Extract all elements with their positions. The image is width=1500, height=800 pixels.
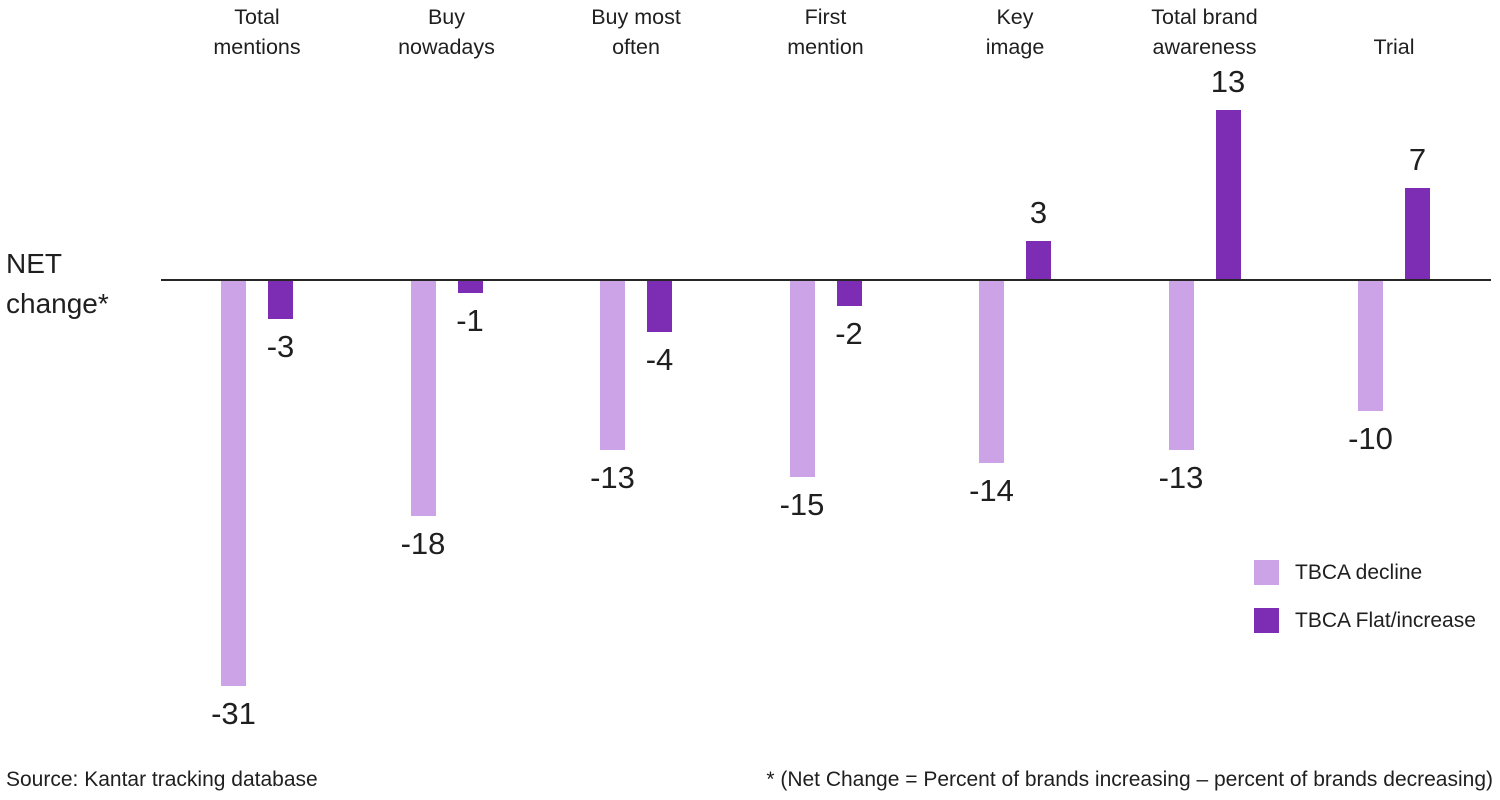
category-label-line: First — [804, 5, 847, 29]
category-label-line: Buy most — [591, 5, 681, 29]
category-label-total-brand-awareness: Total brand awareness — [1120, 0, 1290, 62]
footnote-text: * (Net Change = Percent of brands increa… — [766, 768, 1493, 791]
value-label: 13 — [1210, 63, 1246, 99]
category-label-line: Total — [234, 5, 280, 29]
legend: TBCA decline TBCA Flat/increase — [1254, 560, 1476, 656]
value-label: -31 — [211, 696, 256, 732]
bar-total-brand-awareness-tbca-flat-increase — [1215, 109, 1241, 280]
bar-buy-nowadays-tbca-decline — [410, 280, 436, 516]
bar-trial-tbca-decline — [1358, 280, 1383, 411]
zero-axis-line — [161, 279, 1491, 281]
value-label: -14 — [969, 473, 1014, 509]
value-label: -13 — [1158, 460, 1204, 496]
value-label: -10 — [1348, 421, 1393, 456]
category-label-buy-most-often: Buy most often — [551, 0, 721, 62]
value-label: -13 — [590, 460, 635, 496]
category-label-key-image: Key image — [930, 0, 1100, 62]
legend-label: TBCA decline — [1295, 560, 1423, 584]
category-label-line: Key — [996, 5, 1034, 29]
category-label-line: image — [985, 35, 1045, 59]
value-label: -3 — [266, 329, 295, 365]
legend-swatch-tbca-decline — [1254, 560, 1279, 585]
bar-first-mention-tbca-flat-increase — [836, 280, 862, 307]
value-label: -1 — [456, 303, 484, 339]
value-label: -2 — [835, 316, 863, 352]
legend-item-tbca-flat-increase: TBCA Flat/increase — [1254, 608, 1476, 633]
category-label-line: mention — [787, 35, 864, 59]
legend-item-tbca-decline: TBCA decline — [1254, 560, 1476, 585]
bar-total-mentions-tbca-flat-increase — [268, 280, 293, 320]
value-label: -4 — [645, 342, 674, 378]
source-text: Source: Kantar tracking database — [6, 768, 318, 791]
category-label-line: Buy — [427, 5, 466, 29]
legend-label: TBCA Flat/increase — [1295, 608, 1476, 632]
category-label-line: nowadays — [398, 35, 495, 59]
bar-first-mention-tbca-decline — [789, 280, 815, 477]
category-label-buy-nowadays: Buy nowadays — [362, 0, 532, 62]
bar-buy-nowadays-tbca-flat-increase — [457, 280, 483, 294]
bar-key-image-tbca-flat-increase — [1026, 240, 1051, 280]
value-label: -15 — [779, 486, 825, 522]
bar-total-mentions-tbca-decline — [221, 280, 246, 687]
category-label-line: awareness — [1152, 35, 1257, 59]
bar-buy-most-often-tbca-decline — [600, 280, 625, 451]
bar-trial-tbca-flat-increase — [1405, 188, 1430, 280]
category-label-trial: Trial — [1309, 0, 1479, 62]
category-label-line: Trial — [1373, 35, 1415, 59]
legend-swatch-tbca-flat-increase — [1254, 608, 1279, 633]
category-label-line: often — [612, 35, 660, 59]
category-label-first-mention: First mention — [741, 0, 911, 62]
category-label-total-mentions: Total mentions — [172, 0, 342, 62]
value-label: -18 — [400, 525, 446, 561]
bar-buy-most-often-tbca-flat-increase — [647, 280, 672, 333]
category-label-line: mentions — [213, 35, 301, 59]
value-label: 3 — [1029, 194, 1048, 230]
bar-key-image-tbca-decline — [979, 280, 1004, 464]
y-axis-label: NET change* — [6, 248, 109, 319]
value-label: 7 — [1408, 142, 1427, 178]
category-label-line: Total brand — [1151, 5, 1258, 29]
bar-total-brand-awareness-tbca-decline — [1168, 280, 1194, 451]
